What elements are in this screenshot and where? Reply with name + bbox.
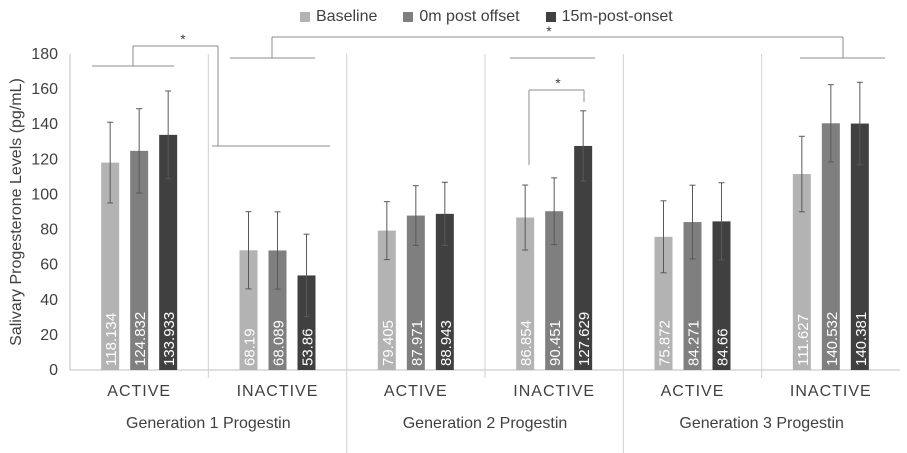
y-tick-label: 80 bbox=[40, 222, 58, 239]
legend-item-0m-post-offset: 0m post offset bbox=[403, 8, 520, 26]
data-label: 87.971 bbox=[409, 320, 426, 366]
y-tick-label: 40 bbox=[40, 292, 58, 309]
group-label: Generation 3 Progestin bbox=[679, 415, 844, 432]
y-axis-title: Salivary Progesterone Levels (pg/mL) bbox=[8, 78, 25, 346]
legend-label-0m-post-offset: 0m post offset bbox=[419, 8, 520, 25]
data-label: 127.629 bbox=[576, 312, 593, 366]
group-label: Generation 2 Progestin bbox=[403, 415, 568, 432]
data-label: 88.943 bbox=[438, 320, 455, 366]
data-label: 124.832 bbox=[132, 312, 149, 366]
data-label: 84.271 bbox=[686, 320, 703, 366]
legend-item-15m-post-onset: 15m-post-onset bbox=[545, 8, 673, 26]
legend-item-baseline: Baseline bbox=[300, 8, 377, 26]
y-tick-label: 180 bbox=[31, 46, 58, 63]
plot-area: 0 20 40 60 80 100 120 140 160 180 Generation 1 Pro… bbox=[31, 23, 900, 453]
y-tick-label: 60 bbox=[40, 257, 58, 274]
bar bbox=[683, 222, 702, 370]
subgroup-label: ACTIVE bbox=[661, 383, 725, 400]
subgroup-label: INACTIVE bbox=[237, 383, 319, 400]
data-label: 68.19 bbox=[242, 328, 259, 366]
data-label: 75.872 bbox=[657, 320, 674, 366]
y-tick-label: 100 bbox=[31, 186, 58, 203]
bar bbox=[130, 150, 149, 370]
bar bbox=[850, 123, 869, 371]
bar bbox=[297, 275, 316, 370]
y-tick-label: 0 bbox=[49, 362, 58, 379]
bar bbox=[406, 215, 425, 370]
data-label: 84.66 bbox=[715, 328, 732, 366]
data-label: 90.451 bbox=[547, 320, 564, 366]
data-label: 53.86 bbox=[300, 328, 317, 366]
y-tick-label: 140 bbox=[31, 116, 58, 133]
bar bbox=[435, 213, 454, 370]
sig-star: * bbox=[546, 23, 552, 39]
subgroup-label: INACTIVE bbox=[513, 383, 595, 400]
sig-star: * bbox=[180, 31, 186, 47]
subgroup-label: ACTIVE bbox=[384, 383, 448, 400]
bar bbox=[159, 134, 178, 370]
bar bbox=[101, 162, 120, 370]
bar bbox=[821, 123, 840, 370]
data-label: 133.933 bbox=[161, 312, 178, 366]
y-tick-label: 20 bbox=[40, 327, 58, 344]
y-tick-label: 120 bbox=[31, 151, 58, 168]
y-tick-label: 160 bbox=[31, 81, 58, 98]
bar bbox=[268, 250, 287, 370]
group-label: Generation 1 Progestin bbox=[126, 415, 291, 432]
bar bbox=[654, 236, 673, 370]
data-label: 86.854 bbox=[518, 320, 535, 366]
data-label: 68.089 bbox=[271, 320, 288, 366]
data-label: 79.405 bbox=[380, 320, 397, 366]
subgroup-label: INACTIVE bbox=[790, 383, 872, 400]
data-label: 118.134 bbox=[103, 313, 120, 366]
bar bbox=[377, 230, 396, 370]
data-label: 111.627 bbox=[795, 314, 812, 366]
bar bbox=[516, 217, 535, 370]
legend-label-15m-post-onset: 15m-post-onset bbox=[561, 8, 673, 25]
bar bbox=[712, 221, 731, 370]
bar bbox=[792, 174, 811, 370]
legend-swatch-0m-post-offset bbox=[403, 12, 414, 22]
bar bbox=[239, 250, 258, 370]
legend: Baseline 0m post offset 15m-post-onset bbox=[300, 8, 673, 26]
subgroup-label: ACTIVE bbox=[107, 383, 171, 400]
legend-swatch-baseline bbox=[300, 12, 310, 22]
bar bbox=[545, 211, 564, 370]
data-label: 140.532 bbox=[824, 312, 841, 366]
legend-swatch-15m-post-onset bbox=[545, 12, 556, 22]
legend-label-baseline: Baseline bbox=[316, 8, 378, 25]
sig-star: * bbox=[555, 75, 561, 91]
bar bbox=[574, 145, 593, 370]
data-label: 140.381 bbox=[853, 312, 870, 366]
